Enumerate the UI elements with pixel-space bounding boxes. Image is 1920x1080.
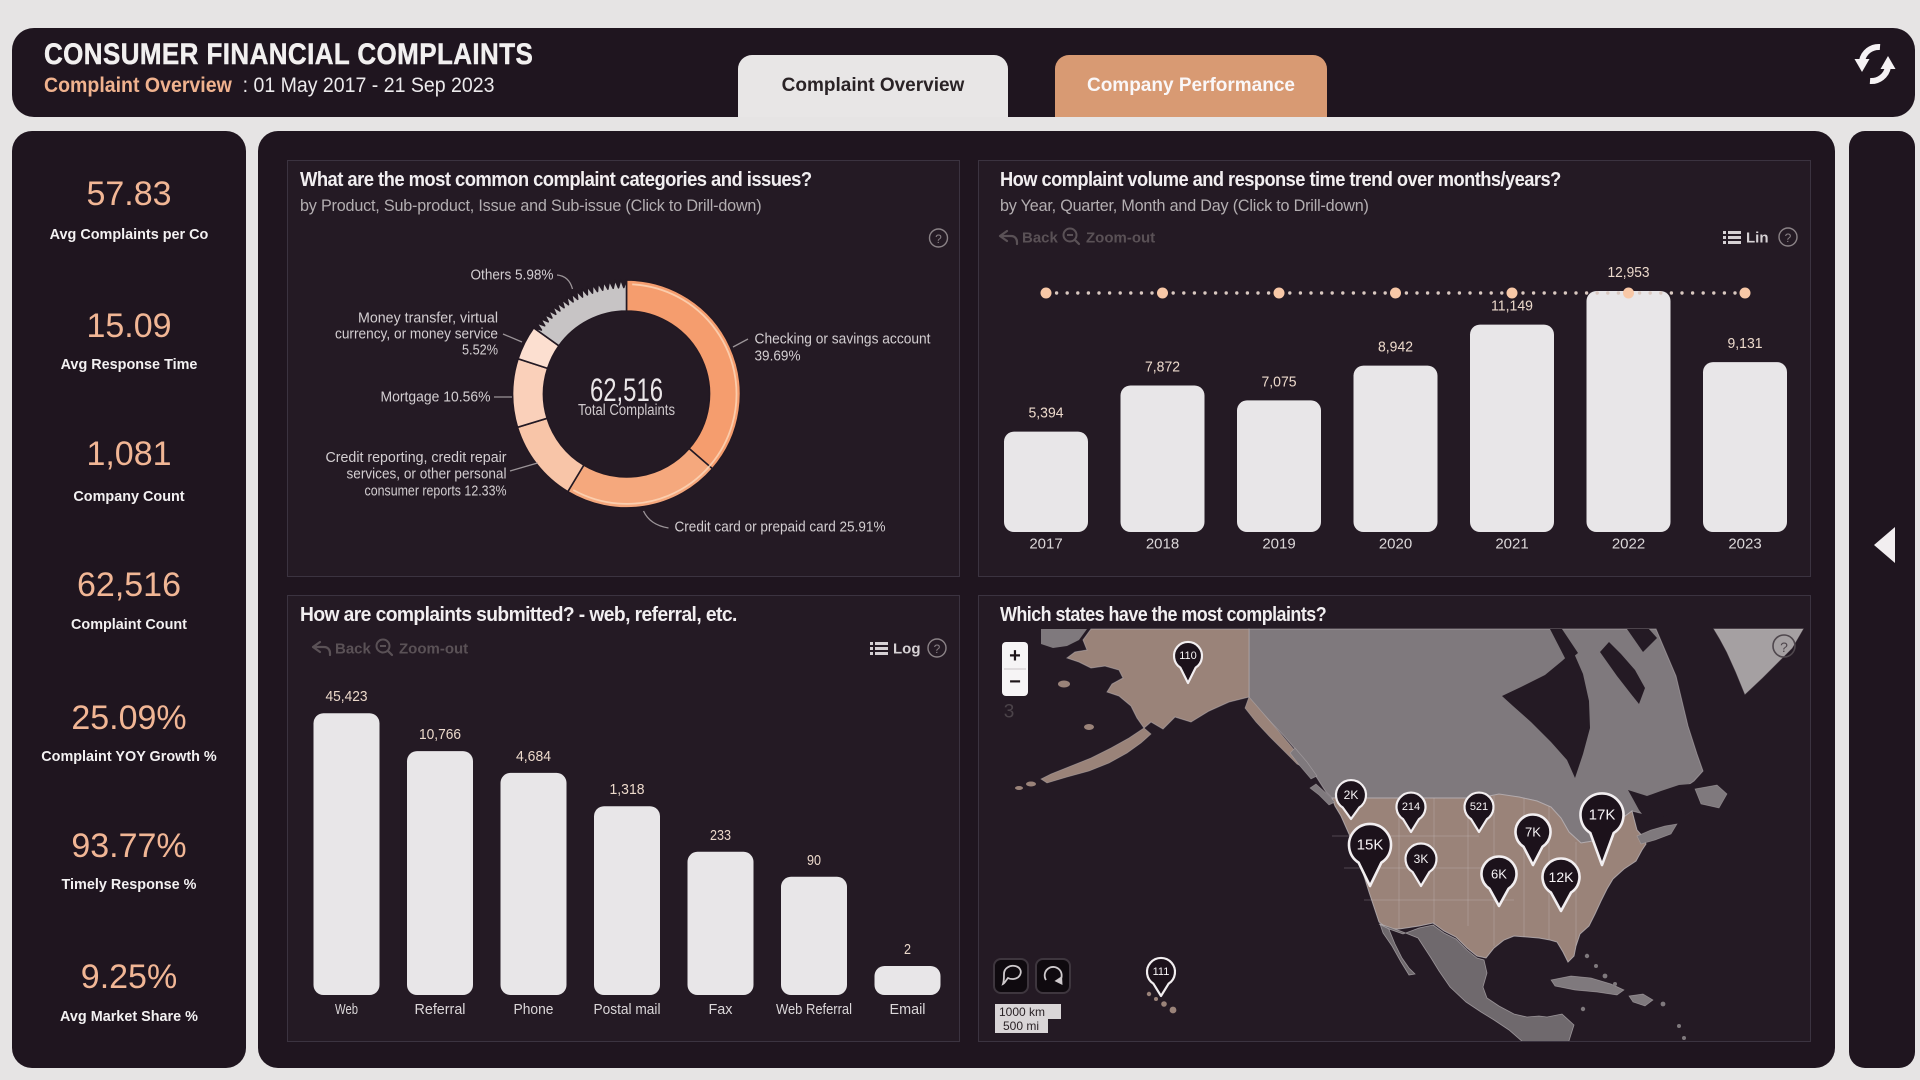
svg-text:Zoom-out: Zoom-out (399, 641, 468, 658)
svg-text:500 mi: 500 mi (1003, 1019, 1039, 1033)
svg-text:Credit reporting, credit repai: Credit reporting, credit repair (326, 449, 507, 466)
svg-text:8,942: 8,942 (1378, 339, 1413, 356)
svg-text:Mortgage 10.56%: Mortgage 10.56% (381, 389, 491, 406)
svg-text:9,131: 9,131 (1728, 335, 1763, 352)
svg-text:214: 214 (1402, 801, 1420, 813)
svg-text:62,516: 62,516 (590, 372, 663, 408)
svg-text:consumer reports 12.33%: consumer reports 12.33% (365, 483, 507, 500)
svg-text:90: 90 (807, 852, 821, 869)
svg-text:45,423: 45,423 (326, 688, 368, 705)
svg-text:10,766: 10,766 (419, 726, 461, 743)
svg-text:Money transfer, virtual: Money transfer, virtual (358, 310, 498, 327)
svg-text:12,953: 12,953 (1608, 264, 1650, 281)
svg-text:?: ? (935, 232, 942, 246)
svg-text:2023: 2023 (1728, 536, 1761, 553)
svg-text:4,684: 4,684 (516, 748, 551, 765)
svg-text:521: 521 (1470, 801, 1488, 813)
svg-text:?: ? (934, 642, 941, 656)
svg-text:2020: 2020 (1379, 536, 1412, 553)
svg-text:39.69%: 39.69% (755, 348, 801, 365)
svg-text:7,872: 7,872 (1145, 359, 1180, 376)
svg-text:Credit card or prepaid card 25: Credit card or prepaid card 25.91% (675, 519, 886, 536)
svg-text:Lin: Lin (1746, 230, 1769, 247)
svg-text:2017: 2017 (1029, 536, 1062, 553)
svg-text:2K: 2K (1344, 788, 1359, 802)
svg-text:12K: 12K (1549, 869, 1575, 885)
svg-text:1000 km: 1000 km (999, 1005, 1045, 1019)
svg-text:6K: 6K (1491, 867, 1507, 882)
svg-text:111: 111 (1153, 966, 1170, 978)
svg-text:Back: Back (1022, 230, 1059, 247)
svg-text:7,075: 7,075 (1262, 373, 1297, 390)
svg-text:2019: 2019 (1262, 536, 1295, 553)
svg-text:2018: 2018 (1146, 536, 1179, 553)
svg-text:?: ? (1780, 639, 1788, 655)
svg-text:Back: Back (335, 641, 372, 658)
svg-text:2022: 2022 (1612, 536, 1645, 553)
svg-text:Others 5.98%: Others 5.98% (471, 267, 554, 284)
svg-text:2: 2 (904, 941, 911, 958)
svg-text:currency, or money service: currency, or money service (335, 326, 498, 343)
svg-text:Postal mail: Postal mail (594, 1001, 661, 1018)
svg-text:Web Referral: Web Referral (776, 1001, 852, 1018)
svg-text:17K: 17K (1589, 807, 1616, 824)
svg-text:3: 3 (1004, 702, 1015, 723)
svg-text:233: 233 (710, 827, 731, 844)
svg-text:110: 110 (1179, 650, 1197, 662)
svg-text:5.52%: 5.52% (462, 342, 498, 359)
svg-text:?: ? (1785, 231, 1792, 245)
svg-text:1,318: 1,318 (610, 781, 645, 798)
svg-text:Referral: Referral (415, 1001, 466, 1018)
svg-text:services, or other personal: services, or other personal (347, 466, 507, 483)
svg-text:5,394: 5,394 (1029, 405, 1064, 422)
svg-text:Total Complaints: Total Complaints (578, 402, 675, 419)
svg-text:Fax: Fax (709, 1001, 733, 1018)
svg-text:Log: Log (893, 641, 921, 658)
svg-text:Phone: Phone (514, 1001, 554, 1018)
svg-text:Email: Email (890, 1001, 926, 1018)
svg-text:3K: 3K (1414, 852, 1429, 866)
svg-text:11,149: 11,149 (1491, 298, 1533, 315)
svg-text:Checking or savings account: Checking or savings account (755, 331, 932, 348)
svg-text:Web: Web (335, 1001, 358, 1018)
svg-text:−: − (1009, 671, 1021, 693)
svg-text:2021: 2021 (1495, 536, 1528, 553)
svg-text:15K: 15K (1357, 837, 1384, 854)
svg-text:Zoom-out: Zoom-out (1086, 230, 1155, 247)
svg-text:+: + (1009, 645, 1021, 667)
svg-text:7K: 7K (1525, 825, 1541, 840)
